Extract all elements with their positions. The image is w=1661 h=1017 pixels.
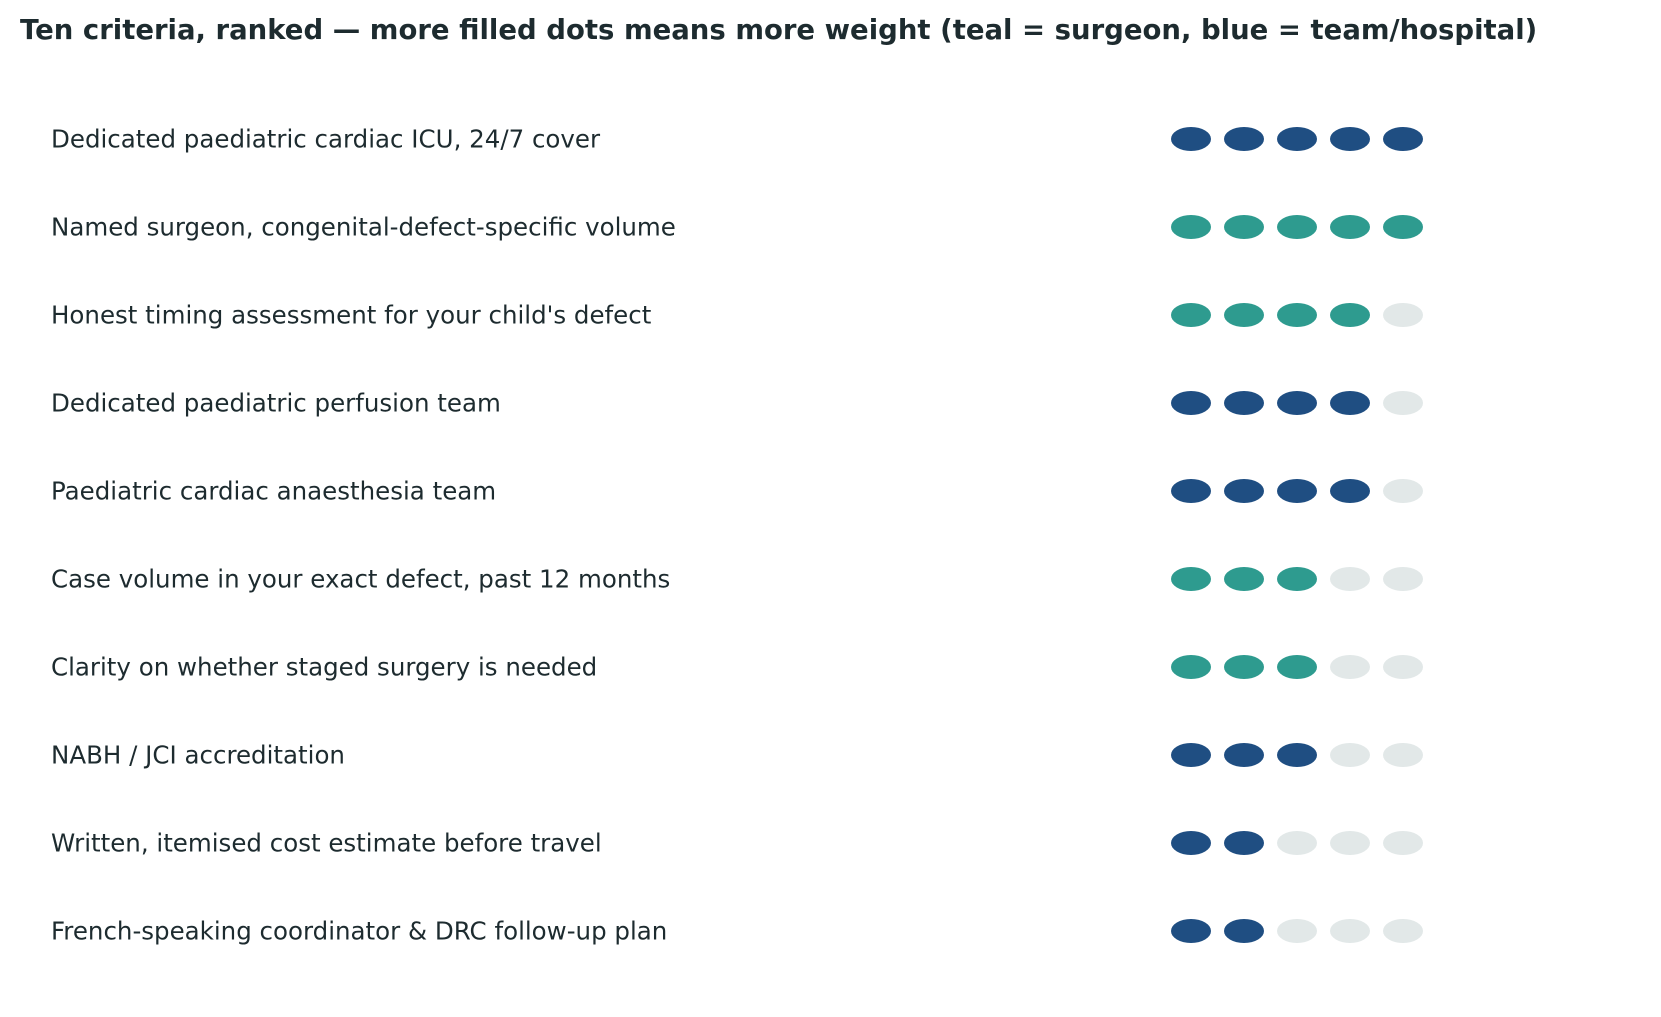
criterion-row: Named surgeon, congenital-defect-specifi…	[51, 213, 1423, 242]
filled-dot	[1224, 831, 1264, 855]
filled-dot	[1330, 127, 1370, 151]
criterion-row: French-speaking coordinator & DRC follow…	[51, 917, 1423, 946]
filled-dot	[1277, 391, 1317, 415]
criterion-label: Paediatric cardiac anaesthesia team	[51, 477, 496, 506]
filled-dot	[1224, 303, 1264, 327]
filled-dot	[1330, 479, 1370, 503]
empty-dot	[1383, 303, 1423, 327]
filled-dot	[1383, 127, 1423, 151]
filled-dot	[1224, 919, 1264, 943]
criterion-label: Clarity on whether staged surgery is nee…	[51, 653, 597, 682]
empty-dot	[1277, 831, 1317, 855]
criterion-row: Clarity on whether staged surgery is nee…	[51, 653, 1423, 682]
criterion-label: Named surgeon, congenital-defect-specifi…	[51, 213, 676, 242]
criterion-row: Paediatric cardiac anaesthesia team	[51, 477, 1423, 506]
filled-dot	[1171, 743, 1211, 767]
empty-dot	[1383, 831, 1423, 855]
criterion-row: Dedicated paediatric perfusion team	[51, 389, 1423, 418]
filled-dot	[1171, 831, 1211, 855]
empty-dot	[1330, 567, 1370, 591]
filled-dot	[1171, 127, 1211, 151]
empty-dot	[1383, 391, 1423, 415]
filled-dot	[1224, 655, 1264, 679]
filled-dot	[1330, 215, 1370, 239]
criterion-label: Dedicated paediatric cardiac ICU, 24/7 c…	[51, 125, 601, 154]
filled-dot	[1224, 127, 1264, 151]
empty-dot	[1383, 743, 1423, 767]
filled-dot	[1171, 391, 1211, 415]
empty-dot	[1383, 479, 1423, 503]
empty-dot	[1330, 919, 1370, 943]
empty-dot	[1383, 919, 1423, 943]
criterion-label: Case volume in your exact defect, past 1…	[51, 565, 670, 594]
empty-dot	[1383, 567, 1423, 591]
filled-dot	[1277, 655, 1317, 679]
filled-dot	[1171, 655, 1211, 679]
filled-dot	[1171, 919, 1211, 943]
filled-dot	[1277, 567, 1317, 591]
filled-dot	[1277, 303, 1317, 327]
empty-dot	[1330, 743, 1370, 767]
filled-dot	[1383, 215, 1423, 239]
filled-dot	[1330, 303, 1370, 327]
filled-dot	[1330, 391, 1370, 415]
filled-dot	[1224, 215, 1264, 239]
filled-dot	[1224, 567, 1264, 591]
criterion-row: Dedicated paediatric cardiac ICU, 24/7 c…	[51, 125, 1423, 154]
chart-title: Ten criteria, ranked — more filled dots …	[20, 14, 1538, 46]
criterion-row: Case volume in your exact defect, past 1…	[51, 565, 1423, 594]
filled-dot	[1171, 479, 1211, 503]
criterion-label: French-speaking coordinator & DRC follow…	[51, 917, 667, 946]
filled-dot	[1277, 479, 1317, 503]
criterion-label: Written, itemised cost estimate before t…	[51, 829, 602, 858]
filled-dot	[1277, 215, 1317, 239]
filled-dot	[1171, 215, 1211, 239]
criterion-label: Honest timing assessment for your child'…	[51, 301, 652, 330]
criterion-row: Honest timing assessment for your child'…	[51, 301, 1423, 330]
empty-dot	[1277, 919, 1317, 943]
empty-dot	[1383, 655, 1423, 679]
empty-dot	[1330, 831, 1370, 855]
filled-dot	[1277, 743, 1317, 767]
criterion-label: NABH / JCI accreditation	[51, 741, 345, 770]
filled-dot	[1224, 479, 1264, 503]
filled-dot	[1224, 743, 1264, 767]
filled-dot	[1224, 391, 1264, 415]
filled-dot	[1171, 303, 1211, 327]
criterion-label: Dedicated paediatric perfusion team	[51, 389, 501, 418]
filled-dot	[1277, 127, 1317, 151]
criterion-row: Written, itemised cost estimate before t…	[51, 829, 1423, 858]
criterion-row: NABH / JCI accreditation	[51, 741, 1423, 770]
empty-dot	[1330, 655, 1370, 679]
filled-dot	[1171, 567, 1211, 591]
rows-group: Dedicated paediatric cardiac ICU, 24/7 c…	[51, 125, 1423, 946]
